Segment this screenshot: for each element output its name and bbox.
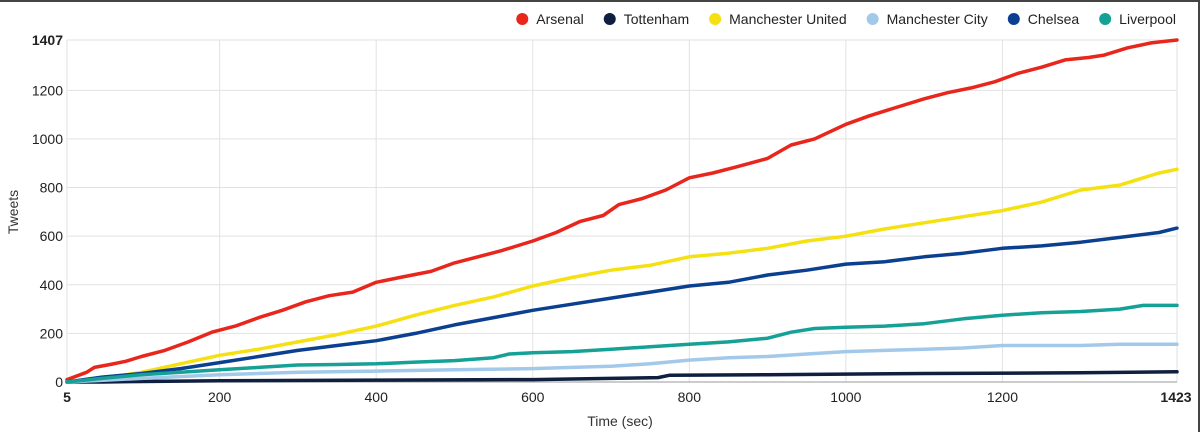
x-tick-label-2: 400 [365,389,389,405]
legend-label-liverpool: Liverpool [1119,11,1176,27]
legend-label-manchester-united: Manchester United [729,11,847,27]
x-tick-label-7: 1423 [1160,389,1191,405]
legend: Arsenal Tottenham Manchester United Manches… [516,11,1176,27]
x-axis-ticks: 5 200 400 600 800 1000 1200 1423 [63,389,1192,405]
series-line-liverpool [65,303,1179,384]
legend-label-arsenal: Arsenal [536,11,583,27]
x-tick-label-6: 1200 [987,389,1018,405]
y-tick-label-1: 200 [40,325,64,341]
x-tick-label-4: 800 [678,389,702,405]
x-tick-label-1: 200 [208,389,232,405]
y-tick-label-3: 600 [40,228,64,244]
x-tick-label-5: 1000 [830,389,861,405]
legend-swatch-liverpool [1099,13,1112,25]
y-tick-label-7: 1407 [32,32,63,48]
y-tick-label-6: 1200 [32,82,63,98]
x-axis-label: Time (sec) [587,413,653,429]
legend-label-manchester-city: Manchester City [887,11,988,27]
series-line-chelsea [65,226,1179,384]
legend-swatch-manchester-city [866,13,879,25]
y-tick-label-0: 0 [55,374,63,390]
x-tick-label-0: 5 [63,389,71,405]
y-tick-label-4: 800 [40,180,64,196]
right-border [1198,0,1200,432]
series-line-manchester-city [65,342,1179,384]
series-lines [65,38,1179,384]
legend-label-chelsea: Chelsea [1028,11,1080,27]
grid [66,39,1178,383]
y-tick-label-5: 1000 [32,131,63,147]
series-line-arsenal [65,38,1179,382]
legend-swatch-tottenham [603,13,616,25]
y-axis-ticks: 0 200 400 600 800 1000 1200 1407 [32,32,63,390]
top-border [0,0,1200,2]
legend-swatch-chelsea [1007,13,1020,25]
series-line-tottenham [65,370,1179,384]
y-tick-label-2: 400 [40,277,64,293]
y-axis-label: Tweets [5,190,21,234]
legend-label-tottenham: Tottenham [624,11,689,27]
legend-swatch-arsenal [516,13,529,25]
legend-swatch-manchester-united [709,13,722,25]
x-tick-label-3: 600 [521,389,545,405]
series-line-manchester-united [65,167,1179,384]
